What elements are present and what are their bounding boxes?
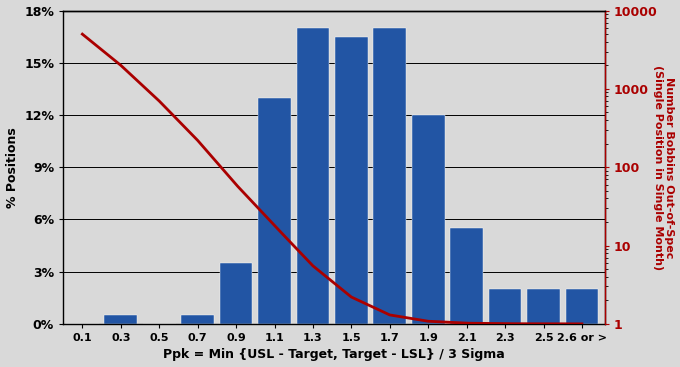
Bar — [182, 315, 214, 324]
Bar — [220, 263, 252, 324]
Bar — [412, 115, 445, 324]
Bar — [296, 28, 329, 324]
X-axis label: Ppk = Min {USL - Target, Target - LSL} / 3 Sigma: Ppk = Min {USL - Target, Target - LSL} /… — [163, 348, 505, 361]
Bar — [335, 37, 368, 324]
Bar — [527, 289, 560, 324]
Bar — [105, 315, 137, 324]
Bar — [566, 289, 598, 324]
Bar — [258, 98, 291, 324]
Y-axis label: % Positions: % Positions — [5, 127, 18, 208]
Bar — [489, 289, 522, 324]
Bar — [373, 28, 406, 324]
Y-axis label: Number Bobbins Out-of-Spec
(Single Position in Single Month): Number Bobbins Out-of-Spec (Single Posit… — [653, 65, 675, 270]
Bar — [450, 228, 483, 324]
